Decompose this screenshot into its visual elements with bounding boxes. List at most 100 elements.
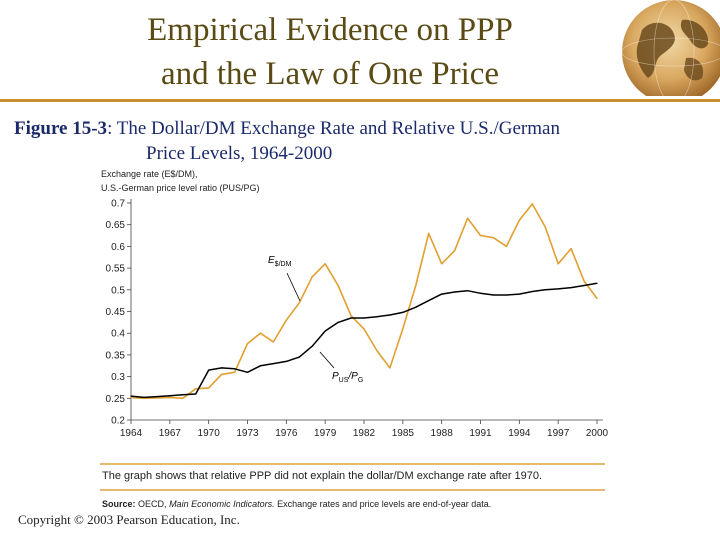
figure-caption: Figure 15-3: The Dollar/DM Exchange Rate… [14, 116, 714, 166]
data-point [454, 291, 456, 293]
data-point [505, 294, 507, 296]
data-point [246, 371, 249, 373]
data-point [518, 293, 520, 295]
data-point [557, 263, 559, 265]
data-point [415, 306, 417, 308]
data-point [324, 263, 326, 265]
series-line-price-ratio [130, 282, 598, 399]
series-labels: E$/DM PUS/PG [268, 255, 363, 384]
data-point [259, 332, 261, 334]
data-point [376, 316, 378, 318]
data-point [298, 302, 300, 304]
note-bottom-rule [100, 489, 605, 491]
data-point [195, 388, 197, 390]
x-tick-label: 1973 [236, 428, 259, 439]
data-point [389, 314, 391, 316]
data-point [492, 237, 494, 239]
x-tick-label: 1976 [275, 428, 298, 439]
data-point [234, 371, 236, 373]
data-point [467, 217, 469, 219]
y-tick-label: 0.2 [111, 416, 125, 427]
data-point [402, 311, 404, 313]
data-point [130, 395, 132, 397]
copyright-notice: Copyright © 2003 Pearson Education, Inc. [18, 512, 240, 527]
slide-title: Empirical Evidence on PPP and the Law of… [60, 8, 600, 96]
data-point [583, 284, 585, 287]
y-tick-label: 0.55 [106, 264, 126, 275]
data-point [169, 395, 171, 397]
data-point [557, 288, 559, 290]
x-tick-label: 1997 [547, 428, 570, 439]
data-point [479, 234, 482, 237]
series-label-e-sub: $/DM [275, 261, 292, 268]
y-axis-label-line-1: Exchange rate (E$/DM), [101, 169, 198, 179]
data-point [441, 293, 443, 295]
y-tick-label: 0.5 [111, 285, 125, 296]
note-top-rule [100, 463, 605, 465]
y-tick-label: 0.65 [106, 220, 126, 231]
series-label-p-sub2: G [358, 377, 363, 384]
data-point [454, 250, 456, 252]
y-tick-label: 0.3 [111, 372, 125, 383]
y-axis-label-line-2: U.S.-German price level ratio (PUS/PG) [101, 183, 260, 193]
data-point [389, 367, 391, 369]
chart-source: Source: OECD, Main Economic Indicators. … [102, 499, 491, 509]
data-point [363, 317, 365, 319]
y-tick-label: 0.45 [106, 307, 126, 318]
data-point [221, 367, 223, 369]
data-point [169, 396, 171, 398]
figure-label: Figure 15-3 [14, 118, 108, 139]
source-label: Source: [102, 499, 136, 509]
data-point [376, 350, 378, 352]
data-point [195, 393, 197, 395]
data-point [298, 356, 300, 358]
y-axis-label-line-2-text: U.S.-German price level ratio (PUS/PG) [101, 183, 260, 193]
data-point [402, 328, 404, 330]
data-point [570, 248, 572, 250]
series-label-e-dm: E$/DM [268, 255, 292, 268]
data-point [182, 394, 184, 396]
chart-series [130, 203, 598, 400]
figure-caption-line-2: Price Levels, 1964-2000 [146, 143, 333, 164]
figure-separator: : [107, 118, 117, 139]
data-point [311, 276, 313, 278]
source-org: OECD, [138, 499, 167, 509]
data-point [415, 284, 417, 287]
data-point [441, 263, 443, 265]
p-ratio-leader-line [319, 351, 335, 369]
title-line-2: and the Law of One Price [160, 56, 500, 92]
y-tick-label: 0.25 [106, 394, 126, 405]
data-point [428, 232, 430, 234]
x-tick-label: 1964 [120, 428, 143, 439]
y-tick-label: 0.6 [111, 242, 125, 253]
data-point [246, 343, 249, 345]
data-point [259, 365, 261, 367]
series-label-p-mid: /P [347, 371, 358, 382]
x-tick-label: 1979 [314, 428, 337, 439]
data-point [583, 280, 585, 282]
data-point [467, 290, 469, 292]
data-point [596, 297, 598, 300]
figure-caption-line-1: The Dollar/DM Exchange Rate and Relative… [116, 118, 560, 139]
data-point [350, 315, 352, 317]
x-tick-label: 1967 [159, 428, 182, 439]
e-dm-leader-line [286, 272, 301, 302]
y-tick-label: 0.35 [106, 350, 126, 361]
data-point [505, 245, 507, 247]
data-point [285, 360, 287, 362]
data-point [208, 369, 210, 371]
data-point [492, 294, 494, 296]
x-tick-label: 1982 [353, 428, 376, 439]
y-tick-label: 0.4 [111, 329, 125, 340]
series-label-p-main: P [332, 371, 339, 382]
data-point [479, 292, 482, 294]
chart-axes: 0.70.650.60.550.50.450.40.350.30.250.219… [106, 199, 609, 440]
source-detail: Exchange rates and price levels are end-… [277, 499, 492, 509]
data-point [531, 290, 533, 293]
globe-icon [621, 0, 720, 96]
y-tick-label: 0.7 [111, 199, 125, 210]
data-point [272, 363, 274, 365]
x-tick-label: 1991 [469, 428, 492, 439]
data-point [221, 373, 223, 375]
